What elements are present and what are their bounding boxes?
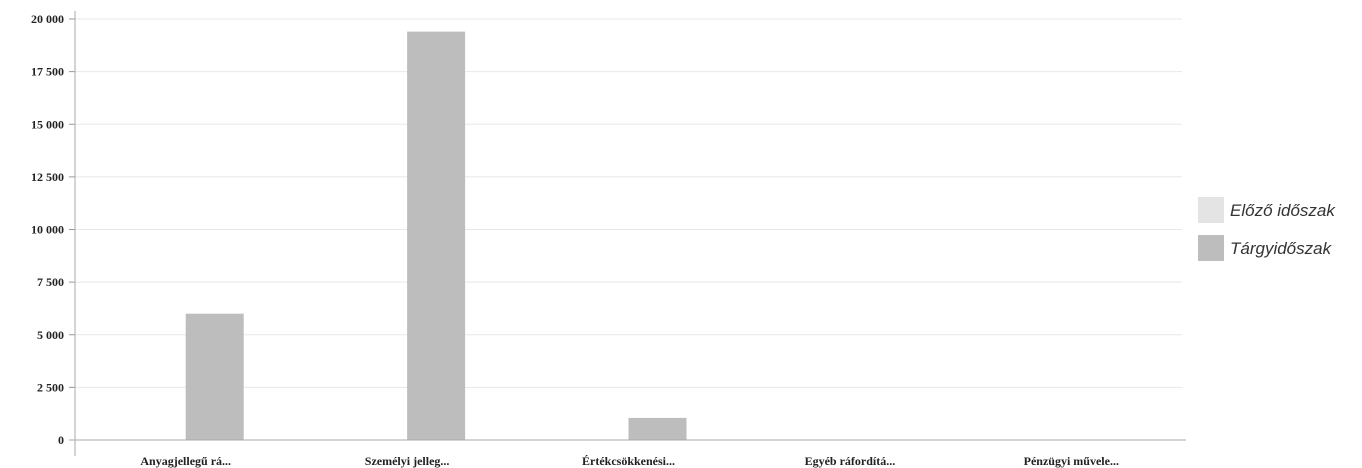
- y-tick-label: 20 000: [31, 12, 64, 26]
- gridlines: [75, 18, 1182, 388]
- x-tick-label: Egyéb ráfordítá...: [805, 454, 896, 468]
- legend-swatch: [1198, 235, 1224, 261]
- legend-label: Előző időszak: [1230, 201, 1336, 220]
- x-tick-label: Személyi jelleg...: [365, 454, 450, 468]
- y-tick-label: 10 000: [31, 223, 64, 237]
- x-tick-label: Anyagjellegű rá...: [140, 454, 231, 468]
- y-tick-label: 0: [58, 433, 64, 447]
- y-tick-label: 5 000: [37, 328, 64, 342]
- legend-label: Tárgyidőszak: [1230, 239, 1333, 258]
- y-tick-label: 17 500: [31, 65, 64, 79]
- legend: Előző időszak Tárgyidőszak: [1198, 197, 1336, 261]
- x-axis: Anyagjellegű rá... Személyi jelleg... Érté…: [69, 439, 1186, 468]
- bar: [407, 31, 466, 440]
- y-tick-label: 12 500: [31, 170, 64, 184]
- bars: [185, 31, 687, 440]
- bar: [628, 417, 687, 440]
- y-axis: 0 2 500 5 000 7 500 10 000 12 500 15 000 17 500…: [31, 11, 76, 456]
- x-tick-label: Pénzügyi művele...: [1024, 454, 1119, 468]
- y-tick-label: 7 500: [37, 275, 64, 289]
- y-tick-label: 15 000: [31, 117, 64, 131]
- bar: [185, 313, 244, 440]
- legend-swatch: [1198, 197, 1224, 223]
- y-tick-label: 2 500: [37, 380, 64, 394]
- x-tick-label: Értékcsökkenési...: [582, 454, 675, 468]
